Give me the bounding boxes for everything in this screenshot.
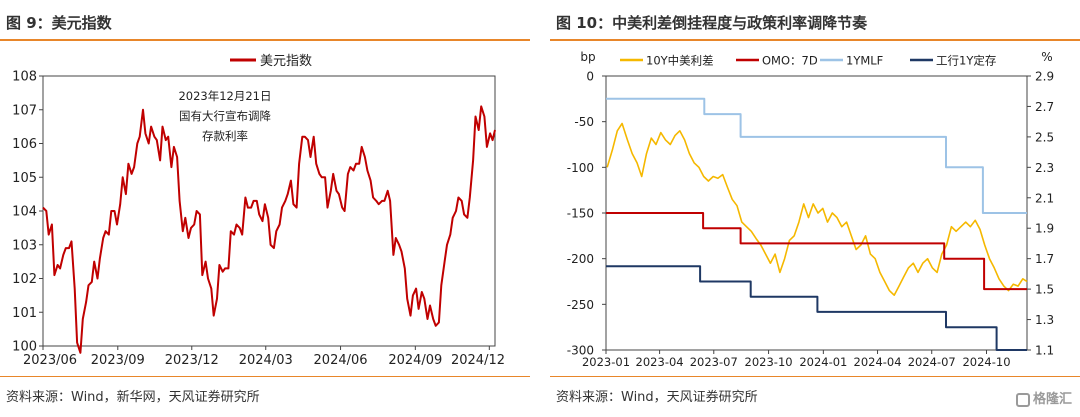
dxy-chart: 100 101 102 103 104 105 106 107 108 2023/06 2023/0… [12, 54, 505, 368]
y-left-tick-label: -300 [567, 344, 594, 358]
spread-chart: bp % 0 -50 -100 -150 -200 -250 -300 2.9 2.7 2.5 2.3 2… [567, 50, 1054, 369]
legend-label: OMO：7D [762, 54, 818, 68]
icbc-deposit-line [606, 265, 1027, 351]
y-tick-label: 104 [12, 205, 37, 220]
source-note: 资料来源：Wind，天风证券研究所 [556, 390, 758, 405]
x-tick-label: 2023/06 [23, 353, 77, 368]
y-axis-left-label: bp [580, 50, 595, 64]
x-tick-label: 2024-04 [854, 355, 902, 369]
dxy-line [42, 105, 496, 354]
y-right-tick-label: 1.5 [1035, 283, 1054, 297]
y-right-tick-label: 2.9 [1035, 70, 1054, 84]
y-right-tick-label: 2.3 [1035, 161, 1054, 175]
y-tick-label: 101 [12, 306, 37, 321]
legend-label: 10Y中美利差 [646, 54, 714, 68]
annotation-text: 2023年12月21日 [178, 89, 271, 103]
x-tick-label: 2023-07 [690, 355, 738, 369]
mlf-line [606, 97, 1027, 214]
y-axis-right-label: % [1041, 50, 1052, 64]
x-tick-label: 2024/09 [388, 353, 442, 368]
annotation-text: 存款利率 [202, 129, 248, 143]
watermark-text: 格隆汇 [1032, 392, 1072, 407]
legend: 10Y中美利差 OMO：7D 1YMLF 工行1Y定存 [620, 54, 996, 68]
spread-line [606, 122, 1028, 296]
y-right-tick-label: 2.1 [1035, 191, 1054, 205]
legend-label: 工行1Y定存 [936, 54, 996, 68]
y-tick-label: 106 [12, 137, 37, 152]
y-right-tick-label: 1.3 [1035, 313, 1054, 327]
figure-title: 图 9：美元指数 [6, 14, 112, 32]
y-left-tick-label: -150 [567, 207, 594, 221]
title-divider [550, 39, 1080, 41]
legend-label: 1YMLF [846, 54, 883, 68]
source-divider [550, 376, 1080, 377]
y-right-tick-label: 1.9 [1035, 222, 1054, 236]
legend-label-dxy: 美元指数 [260, 54, 312, 69]
source-note: 资料来源：Wind，新华网，天风证券研究所 [6, 390, 260, 405]
y-right-tick-label: 1.1 [1035, 344, 1054, 358]
y-left-tick-label: -200 [567, 252, 594, 266]
y-left-tick-label: -250 [567, 298, 594, 312]
y-tick-label: 105 [12, 171, 37, 186]
figure-title: 图 10：中美利差倒挂程度与政策利率调降节奏 [556, 14, 868, 32]
watermark-logo-icon [1015, 392, 1030, 407]
x-tick-label: 2024-01 [799, 355, 847, 369]
y-tick-label: 108 [12, 70, 37, 85]
x-tick-label: 2023/12 [165, 353, 219, 368]
y-left-tick-label: -50 [574, 115, 594, 129]
spread-panel: 图 10：中美利差倒挂程度与政策利率调降节奏 bp% 0 -50 -100 -150 -2… [550, 0, 1080, 417]
y-left-tick-label: -100 [567, 161, 594, 175]
y-right-tick-label: 2.7 [1035, 100, 1054, 114]
y-right-tick-label: 1.7 [1035, 252, 1054, 266]
annotation-text: 国有大行宣布调降 [179, 109, 271, 123]
y-right-tick-label: 2.5 [1035, 130, 1054, 144]
x-tick-label: 2024-10 [962, 355, 1010, 369]
y-tick-label: 103 [12, 238, 37, 253]
y-tick-label: 107 [12, 103, 37, 118]
source-divider [0, 376, 530, 377]
x-tick-label: 2024-07 [908, 355, 956, 369]
x-tick-label: 2024/06 [314, 353, 368, 368]
legend: 美元指数 [230, 54, 312, 69]
x-tick-label: 2024/03 [239, 353, 293, 368]
y-tick-label: 100 [12, 340, 37, 355]
x-tick-label: 2024/12 [451, 353, 505, 368]
x-tick-label: 2023-01 [582, 355, 630, 369]
dxy-panel: 图 9：美元指数 100 101 102 103 104 105 106 107 108 2023… [0, 0, 530, 417]
watermark: 格隆汇 [1015, 388, 1072, 407]
title-divider [0, 39, 530, 41]
y-tick-label: 102 [12, 272, 37, 287]
y-left-tick-label: 0 [586, 70, 594, 84]
x-tick-label: 2023-04 [636, 355, 684, 369]
omo-line [606, 212, 1027, 291]
x-tick-label: 2023-10 [745, 355, 793, 369]
x-tick-label: 2023/09 [91, 353, 145, 368]
